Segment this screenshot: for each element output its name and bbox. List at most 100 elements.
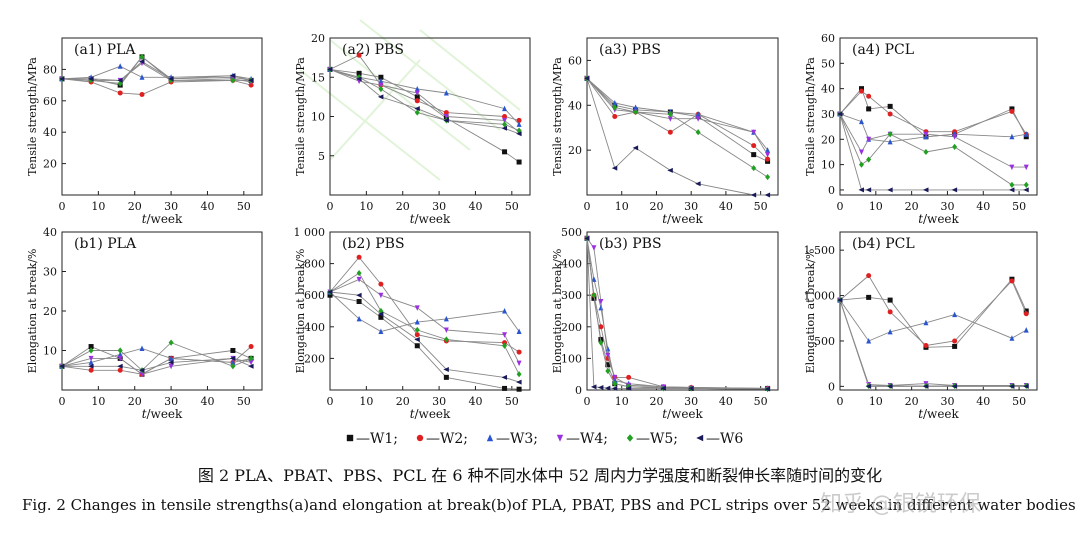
- data-point-W6: [922, 187, 929, 193]
- x-tick-label: 0: [837, 200, 844, 213]
- data-point-W2: [866, 273, 872, 279]
- data-point-W2: [866, 93, 872, 99]
- y-tick-label: 20: [43, 305, 57, 318]
- data-point-W1: [516, 386, 522, 392]
- watermark-text: 知乎 @银锐环保: [820, 492, 981, 517]
- y-tick-label: 1 000: [804, 290, 836, 303]
- data-point-W3: [230, 359, 236, 365]
- x-tick-label: 40: [468, 395, 482, 408]
- data-point-W6: [327, 289, 333, 295]
- series-line-W1: [839, 278, 1027, 348]
- panel-title: (a2) PBS: [342, 42, 404, 58]
- data-point-W6: [887, 383, 893, 389]
- data-point-W5: [139, 53, 145, 60]
- data-point-W1: [887, 103, 893, 109]
- data-point-W3: [516, 121, 522, 127]
- data-point-W5: [858, 161, 864, 168]
- y-tick-label: 20: [568, 144, 582, 157]
- data-point-W2: [612, 114, 618, 119]
- x-tick-label: 30: [164, 200, 178, 213]
- x-tick-label: 10: [359, 395, 373, 408]
- x-tick-label: 50: [1012, 200, 1026, 213]
- data-point-W2: [248, 82, 254, 88]
- data-point-W6: [59, 363, 65, 369]
- y-tick-label: 80: [43, 63, 57, 76]
- data-point-W6: [516, 379, 522, 385]
- x-tick-label: 30: [940, 200, 954, 213]
- data-point-W5: [117, 347, 123, 354]
- data-point-W5: [598, 339, 604, 346]
- data-point-W3: [923, 319, 929, 326]
- data-point-W6: [632, 145, 639, 151]
- data-point-W4: [1023, 164, 1029, 171]
- data-point-W6: [516, 131, 522, 137]
- panel-b2: 0 10 20 30 40 50 200 400 600 800 1 000 t/week Elonga…: [294, 226, 531, 421]
- data-point-W3: [952, 311, 958, 318]
- panel-title: (a4) PCL: [852, 42, 914, 58]
- y-tick-label: 40: [43, 226, 57, 239]
- data-point-W6: [1023, 383, 1029, 389]
- data-point-W5: [1009, 181, 1015, 188]
- data-point-W5: [414, 326, 420, 334]
- data-point-W4: [858, 149, 864, 155]
- data-point-W1: [443, 374, 449, 380]
- plot-frame: [839, 37, 1038, 196]
- data-point-W6: [248, 363, 254, 369]
- data-point-W3: [378, 78, 384, 84]
- panel-a1: 0 10 20 30 40 50 20 40 60 80 t/week Tensile strengt…: [26, 37, 263, 226]
- y-tick-label: 300: [561, 289, 582, 302]
- y-tick-label: 500: [814, 335, 835, 348]
- data-point-W2: [516, 349, 522, 355]
- data-point-W5: [516, 371, 522, 378]
- data-point-W3: [88, 359, 94, 365]
- x-tick-label: 10: [91, 200, 105, 213]
- x-axis-label-rest: /week: [415, 212, 452, 226]
- data-point-W1: [751, 152, 757, 158]
- x-tick-label: 30: [684, 395, 698, 408]
- x-axis-label: t/week: [410, 407, 451, 421]
- data-point-W3: [1023, 131, 1029, 137]
- y-tick-label: 20: [821, 133, 835, 146]
- x-tick-label: 20: [128, 200, 142, 213]
- data-point-W2: [887, 309, 893, 315]
- y-tick-label: 10: [43, 345, 57, 358]
- data-point-W1: [230, 348, 236, 353]
- data-point-W2: [598, 324, 604, 330]
- data-point-W2: [516, 117, 522, 123]
- data-point-W1: [866, 106, 872, 112]
- data-point-W1: [356, 70, 362, 76]
- panel-a3: 0 10 20 30 40 50 20 40 60 t/week Tensile strength/…: [551, 37, 779, 226]
- x-axis-label-rest: /week: [667, 407, 704, 421]
- y-tick-label: 10: [311, 111, 325, 124]
- data-point-W6: [590, 384, 597, 390]
- y-tick-label: 600: [304, 289, 325, 302]
- series-line-W6: [329, 291, 520, 383]
- data-point-W4: [88, 355, 94, 362]
- x-axis-label-rest: /week: [147, 407, 184, 421]
- data-point-W6: [443, 117, 449, 123]
- data-point-W3: [516, 328, 522, 335]
- data-point-W1: [605, 362, 611, 368]
- data-point-W4: [502, 332, 508, 338]
- data-point-W6: [764, 386, 771, 392]
- data-point-W1: [866, 294, 872, 300]
- x-tick-label: 30: [940, 395, 954, 408]
- data-point-W5: [502, 342, 508, 349]
- data-point-W4: [751, 129, 757, 136]
- legend-label-W4: —W4;: [566, 431, 608, 447]
- data-point-W6: [117, 363, 123, 369]
- data-point-W1: [598, 336, 604, 342]
- y-tick-label: 5: [318, 150, 325, 163]
- data-point-W3: [443, 89, 449, 96]
- data-point-W4: [605, 352, 611, 359]
- x-tick-label: 50: [1012, 395, 1026, 408]
- data-point-W2: [356, 52, 362, 58]
- x-axis-label: t/week: [662, 212, 703, 226]
- y-tick-label: 0: [575, 384, 582, 397]
- data-point-W1: [378, 74, 384, 80]
- series-line-W2: [586, 238, 768, 389]
- y-tick-label: 1 000: [294, 226, 326, 239]
- x-axis-label: t/week: [142, 407, 183, 421]
- data-point-W6: [837, 111, 843, 117]
- data-point-W1: [887, 297, 893, 303]
